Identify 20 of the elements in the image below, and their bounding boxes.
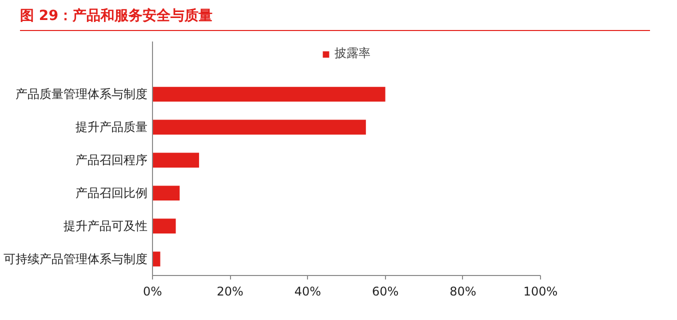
x-tick-label: 0% [142, 284, 162, 298]
x-tick-label: 80% [450, 284, 476, 298]
y-tick-label: 产品质量管理体系与制度 [16, 87, 148, 102]
y-tick-label: 提升产品质量 [76, 120, 148, 134]
bar [152, 152, 200, 168]
bar [152, 86, 386, 102]
y-tick-label: 产品召回比例 [76, 186, 148, 200]
y-tick-label: 提升产品可及性 [64, 219, 148, 234]
bar [152, 252, 160, 266]
x-tick-label: 100% [523, 284, 558, 298]
legend-label: 披露率 [334, 45, 370, 62]
x-tick-label: 40% [294, 284, 322, 298]
bar [152, 120, 366, 135]
x-tick-label: 60% [372, 284, 399, 298]
chart-title: 图 29：产品和服务安全与质量 [20, 6, 212, 26]
x-tick-label: 20% [216, 284, 244, 298]
bar [152, 218, 176, 234]
y-tick-label: 可持续产品管理体系与制度 [4, 252, 148, 266]
bar [152, 186, 180, 201]
y-tick-label: 产品召回程序 [76, 153, 148, 168]
